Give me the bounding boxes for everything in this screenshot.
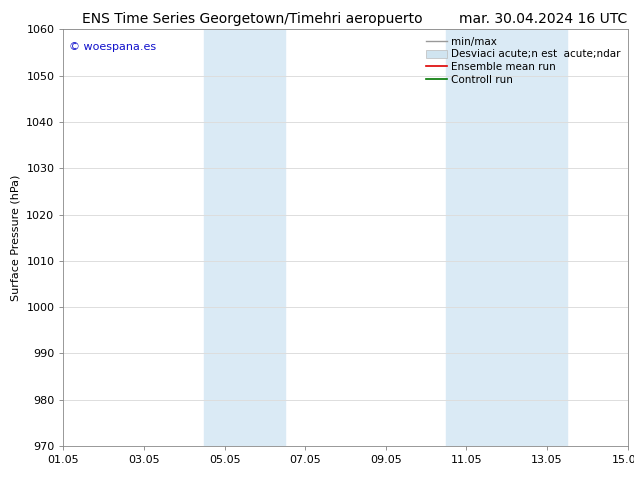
Text: ENS Time Series Georgetown/Timehri aeropuerto: ENS Time Series Georgetown/Timehri aerop… (82, 12, 423, 26)
Bar (446, 29, 567, 446)
Y-axis label: Surface Pressure (hPa): Surface Pressure (hPa) (11, 174, 21, 301)
Text: © woespana.es: © woespana.es (69, 42, 156, 52)
Bar (204, 29, 285, 446)
Text: mar. 30.04.2024 16 UTC: mar. 30.04.2024 16 UTC (460, 12, 628, 26)
Legend: min/max, Desviaci acute;n est  acute;ndar, Ensemble mean run, Controll run: min/max, Desviaci acute;n est acute;ndar… (424, 35, 623, 87)
